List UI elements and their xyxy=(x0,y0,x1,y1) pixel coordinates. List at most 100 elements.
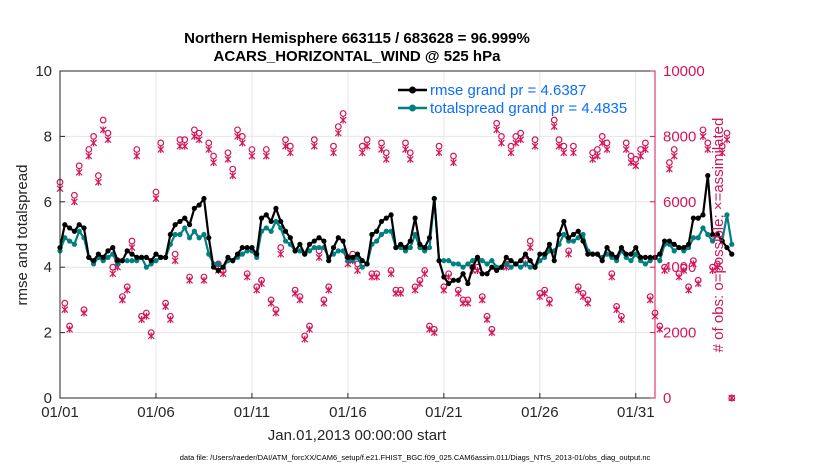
obs-possible-point xyxy=(493,119,501,127)
obs-possible-point xyxy=(234,126,241,134)
obs-assimilated-point xyxy=(262,152,270,160)
rmse-point xyxy=(633,244,639,251)
rmse-point xyxy=(129,251,135,257)
obs-possible-point xyxy=(512,132,520,140)
obs-assimilated-point xyxy=(272,309,280,317)
obs-assimilated-point xyxy=(186,276,193,284)
obs-possible-point xyxy=(723,129,731,137)
rmse-point xyxy=(527,258,533,264)
rmse-point xyxy=(143,254,149,260)
y-tick-label-right: 10000 xyxy=(663,63,705,80)
rmse-point xyxy=(177,218,183,225)
obs-assimilated-point xyxy=(675,273,683,281)
y-tick-label-left: 10 xyxy=(35,63,52,80)
obs-assimilated-point xyxy=(61,306,69,314)
obs-assimilated-point xyxy=(109,270,117,278)
obs-possible-point xyxy=(171,250,179,258)
obs-assimilated-point xyxy=(541,289,549,297)
rmse-point xyxy=(570,231,577,238)
rmse-point xyxy=(542,251,548,257)
rmse-point xyxy=(729,251,735,257)
rmse-point xyxy=(215,267,221,274)
legend-spread-label: totalspread grand pr = 4.4835 xyxy=(430,100,627,117)
rmse-point xyxy=(556,231,562,238)
obs-assimilated-point xyxy=(565,250,573,258)
obs-assimilated-point xyxy=(397,289,405,297)
rmse-point xyxy=(354,251,361,257)
obs-assimilated-point xyxy=(229,172,237,180)
totalspread-point xyxy=(561,231,567,238)
obs-possible-point xyxy=(109,263,117,271)
rmse-point xyxy=(62,222,68,228)
rmse-point xyxy=(489,264,495,270)
obs-possible-point xyxy=(531,136,539,144)
rmse-point xyxy=(162,254,169,260)
obs-possible-point xyxy=(382,149,390,157)
totalspread-point xyxy=(383,228,389,234)
obs-assimilated-point xyxy=(387,270,395,278)
totalspread-point xyxy=(359,264,365,270)
obs-assimilated-point xyxy=(464,299,472,307)
obs-possible-point xyxy=(570,142,577,150)
x-tick-label: 01/16 xyxy=(329,404,367,421)
rmse-point xyxy=(422,244,428,251)
rmse-point xyxy=(503,254,509,260)
rmse-point xyxy=(287,235,293,241)
obs-possible-point xyxy=(699,126,707,134)
rmse-point xyxy=(340,238,346,244)
obs-assimilated-point xyxy=(133,152,141,160)
rmse-point xyxy=(182,215,188,221)
obs-assimilated-point xyxy=(94,178,102,186)
obs-possible-point xyxy=(75,162,83,170)
obs-assimilated-point xyxy=(104,136,112,144)
obs-possible-point xyxy=(378,139,385,147)
rmse-point xyxy=(676,244,682,251)
rmse-point xyxy=(618,244,625,251)
rmse-point xyxy=(575,228,581,234)
obs-possible-point xyxy=(210,152,217,160)
obs-assimilated-point xyxy=(75,168,83,176)
rmse-point xyxy=(590,251,596,257)
rmse-point xyxy=(345,254,351,260)
totalspread-point xyxy=(340,248,346,254)
obs-assimilated-point xyxy=(723,136,731,144)
rmse-point xyxy=(638,254,644,260)
totalspread-point xyxy=(316,244,322,251)
rmse-point xyxy=(374,228,380,234)
rmse-point xyxy=(594,251,601,257)
obs-assimilated-point xyxy=(243,273,251,281)
obs-assimilated-point xyxy=(560,149,568,157)
obs-assimilated-point xyxy=(718,149,726,157)
obs-possible-point xyxy=(310,136,318,144)
obs-assimilated-point xyxy=(282,142,289,150)
rmse-point xyxy=(335,235,341,241)
obs-possible-point xyxy=(277,244,285,251)
rmse-point xyxy=(278,218,284,225)
obs-assimilated-point xyxy=(162,302,169,310)
rmse-point xyxy=(206,235,212,241)
rmse-point xyxy=(273,205,279,211)
obs-assimilated-point xyxy=(627,159,635,167)
rmse-point xyxy=(292,248,298,254)
rmse-point xyxy=(148,258,154,264)
totalspread-point xyxy=(657,258,663,264)
obs-assimilated-point xyxy=(598,139,606,147)
obs-assimilated-point xyxy=(123,286,131,294)
obs-possible-point xyxy=(526,237,534,245)
obs-assimilated-point xyxy=(608,273,616,281)
rmse-point xyxy=(326,258,332,264)
obs-assimilated-point xyxy=(363,142,371,150)
obs-possible-point xyxy=(363,136,371,144)
x-axis-label: Jan.01,2013 00:00:00 start xyxy=(268,427,447,444)
rmse-point xyxy=(297,241,303,247)
obs-assimilated-point xyxy=(421,270,429,278)
obs-possible-point xyxy=(128,237,136,245)
legend-rmse-marker xyxy=(409,86,416,94)
rmse-point xyxy=(446,280,452,287)
rmse-point xyxy=(105,248,111,254)
rmse-point xyxy=(479,271,485,277)
y-tick-label-right: 2000 xyxy=(663,325,696,342)
obs-assimilated-point xyxy=(689,260,697,268)
rmse-point xyxy=(628,251,634,257)
